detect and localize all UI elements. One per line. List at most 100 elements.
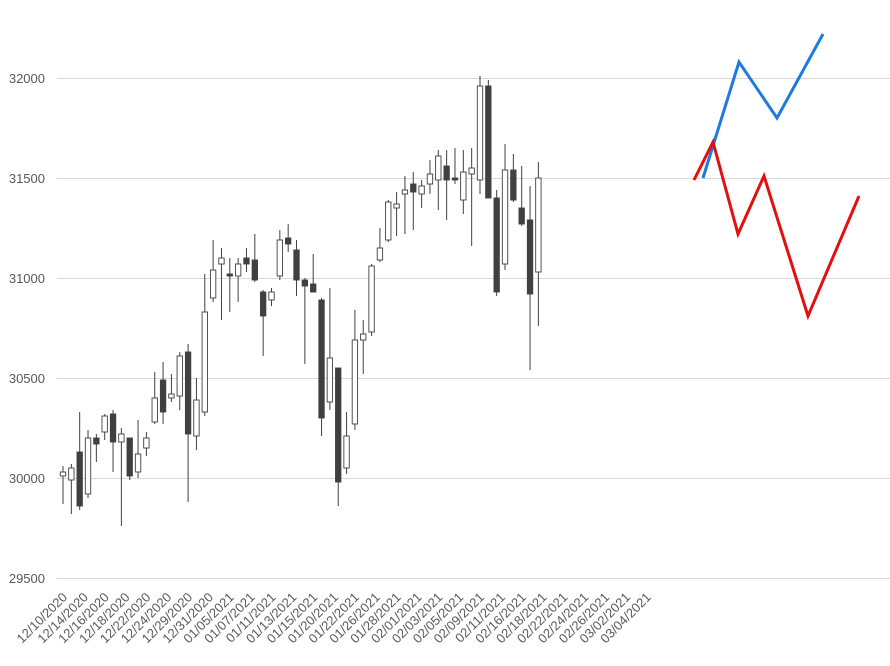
candle-body-down	[526, 219, 534, 295]
candle-body-down	[518, 207, 525, 225]
candle	[485, 80, 492, 199]
candle-body-up	[101, 415, 108, 433]
candle-body-up	[218, 257, 225, 265]
candle	[118, 428, 125, 526]
candle-body-up	[134, 453, 142, 473]
candle-body-up	[343, 435, 350, 469]
candle-body-up	[393, 203, 400, 209]
candle-body-up	[193, 399, 200, 437]
candle-body-up	[176, 355, 183, 397]
candle-body-up	[418, 185, 425, 195]
y-axis-tick-labels: 29500 30000 30500 31000 31500 32000	[9, 71, 45, 586]
candle-body-up	[351, 339, 359, 425]
candle	[410, 172, 417, 230]
candle-body-up	[209, 269, 217, 299]
candle	[193, 378, 200, 450]
candle-body-down	[184, 351, 192, 435]
candle	[76, 412, 83, 510]
candle	[59, 466, 67, 504]
candle-body-up	[376, 247, 384, 261]
candle-body-up	[476, 85, 484, 181]
candle	[393, 192, 400, 236]
candle-body-up	[460, 171, 467, 201]
candle-body-down	[510, 169, 517, 201]
candle	[451, 148, 459, 184]
series-line	[701, 33, 825, 179]
candle-body-up	[368, 265, 375, 333]
candle-body-up	[426, 173, 434, 185]
candle	[401, 176, 409, 234]
candle-body-down	[485, 85, 492, 199]
candle-body-up	[201, 311, 208, 413]
candle	[385, 200, 392, 242]
candle-body-down	[318, 299, 325, 419]
candle	[93, 434, 100, 462]
candle	[351, 310, 359, 430]
candle	[285, 224, 292, 252]
candle-body-down	[335, 367, 342, 483]
candle	[535, 162, 542, 326]
candle-body-up	[151, 397, 158, 423]
candle-body-up	[435, 155, 442, 181]
candle-body-down	[159, 379, 167, 413]
candle-body-down	[310, 283, 317, 293]
x-axis-tick-labels: 12/10/202012/14/202012/16/202012/18/2020…	[13, 590, 653, 647]
candle-body-down	[93, 437, 100, 445]
y-tick-label: 30500	[9, 371, 45, 386]
candle-body-up	[385, 201, 392, 241]
y-tick-label: 29500	[9, 571, 45, 586]
candle	[335, 367, 342, 506]
candle	[201, 274, 208, 416]
candle	[243, 248, 250, 272]
candle-body-up	[501, 169, 509, 265]
candles	[59, 76, 542, 526]
candle	[318, 298, 325, 436]
candle	[260, 290, 267, 356]
candle-body-up	[84, 437, 92, 495]
candle	[518, 166, 525, 226]
candle-body-down	[126, 437, 133, 477]
candle-body-up	[234, 263, 242, 277]
candle-body-down	[251, 259, 258, 281]
candle	[343, 412, 350, 474]
candle	[368, 264, 375, 336]
candle-body-up	[360, 333, 367, 341]
candle	[310, 254, 317, 293]
candle	[151, 372, 158, 424]
gridlines	[57, 78, 890, 579]
candle	[443, 150, 450, 220]
candle-body-up	[168, 393, 175, 399]
candle-body-up	[326, 357, 334, 403]
candle	[510, 154, 517, 202]
candle-body-up	[401, 189, 409, 195]
candle-body-down	[410, 183, 417, 193]
candle-body-down	[451, 177, 459, 181]
candle-body-down	[443, 165, 450, 181]
candle-body-up	[118, 433, 125, 443]
projection-lines	[692, 33, 861, 321]
candle	[418, 180, 425, 208]
candle	[68, 464, 75, 514]
candle-body-down	[243, 257, 250, 265]
candle	[301, 278, 309, 364]
candle-body-down	[260, 291, 267, 317]
candle	[360, 320, 367, 374]
candle	[468, 148, 475, 246]
candle	[218, 248, 225, 320]
candle-body-down	[493, 197, 500, 293]
candle	[168, 374, 175, 402]
y-tick-label: 30000	[9, 471, 45, 486]
candle-body-down	[285, 237, 292, 245]
candle	[526, 186, 534, 370]
candle-body-down	[76, 451, 83, 507]
candle-body-up	[68, 467, 75, 481]
candle-body-up	[268, 291, 275, 301]
candle-body-up	[535, 177, 542, 273]
candle	[143, 432, 150, 456]
candle-body-down	[301, 279, 309, 287]
candle-body-down	[293, 249, 300, 281]
candle	[501, 144, 509, 270]
candle	[268, 288, 275, 306]
